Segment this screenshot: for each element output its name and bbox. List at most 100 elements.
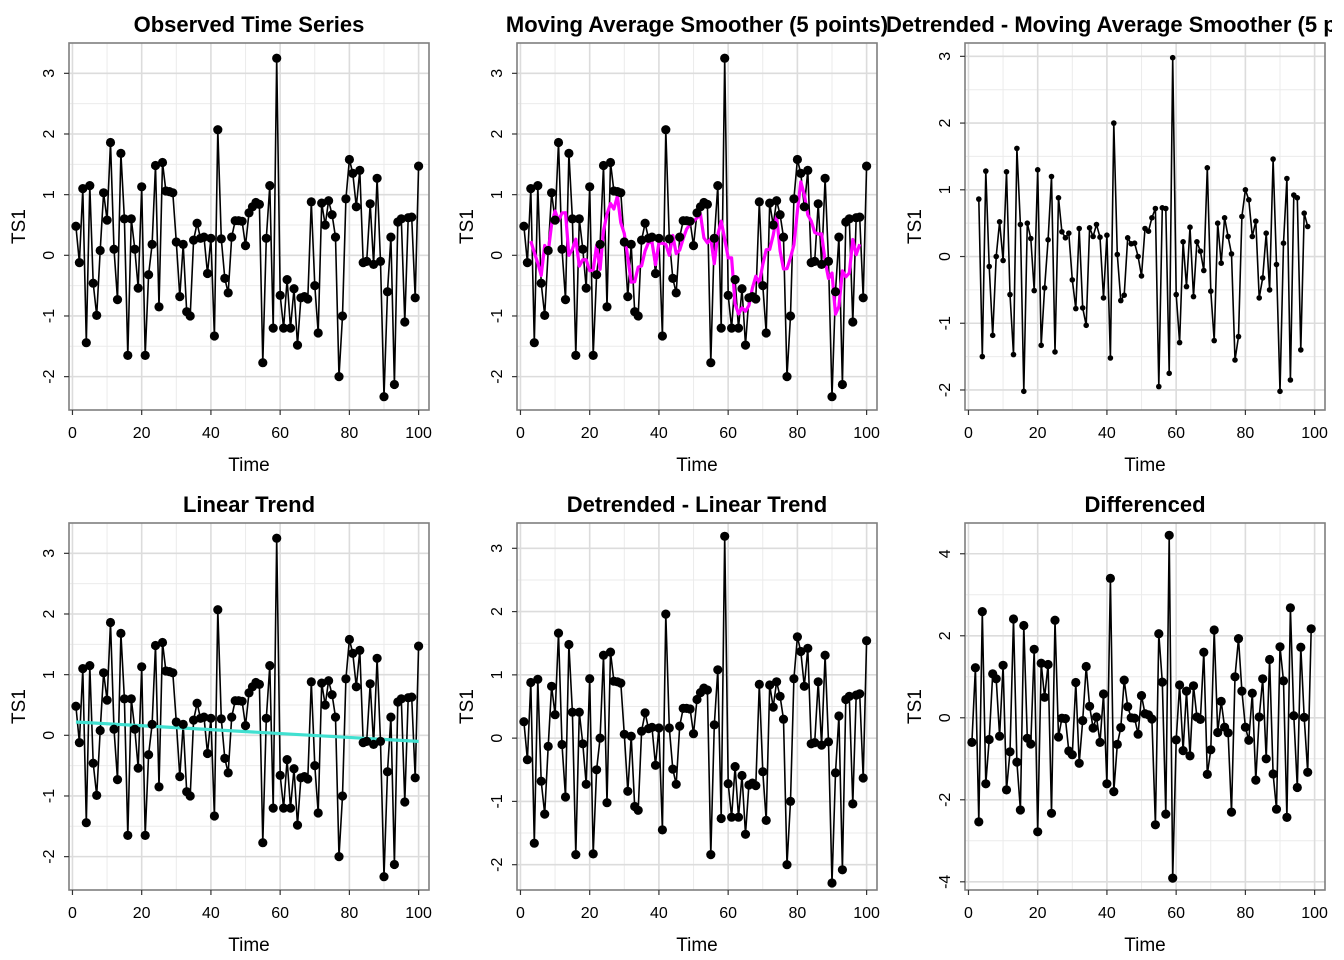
data-point <box>258 838 268 848</box>
data-point <box>147 719 157 730</box>
data-point <box>389 859 399 870</box>
data-point <box>1147 714 1157 724</box>
data-point <box>130 244 140 254</box>
data-point <box>1161 809 1171 819</box>
data-point <box>192 698 202 708</box>
x-tick-label: 80 <box>788 425 806 442</box>
data-point <box>1124 235 1131 241</box>
x-tick-label: 80 <box>340 905 358 922</box>
data-point <box>1221 215 1228 221</box>
y-tick-label: -1 <box>489 794 506 808</box>
data-point <box>564 148 574 158</box>
data-point <box>789 194 799 204</box>
x-tick-label: 20 <box>1029 905 1047 922</box>
data-point <box>654 723 664 733</box>
panel-1: 0 20 40 60 80 100 -2 -1 0 1 2 3 Time TS1 Observed Time… <box>9 12 432 476</box>
data-point <box>1270 156 1276 162</box>
series-line <box>75 58 420 397</box>
data-point <box>1163 205 1169 212</box>
panel-title: Observed Time Series <box>134 12 365 37</box>
x-tick-label: 100 <box>853 905 880 922</box>
data-point <box>761 328 771 338</box>
y-tick-label: -4 <box>937 875 954 889</box>
data-point <box>372 173 382 183</box>
data-point <box>772 196 782 206</box>
x-tick-label: 60 <box>271 905 289 922</box>
data-point <box>223 288 233 298</box>
data-point <box>529 838 539 848</box>
data-point <box>1169 54 1176 61</box>
data-point <box>1237 686 1247 696</box>
data-point <box>557 244 567 254</box>
data-point <box>661 609 671 619</box>
data-point <box>858 773 868 783</box>
data-point <box>1218 260 1224 267</box>
data-point <box>1112 739 1122 750</box>
x-tick-label: 80 <box>1236 425 1254 442</box>
data-point <box>1277 388 1283 395</box>
data-point <box>713 181 723 191</box>
data-point <box>823 256 834 266</box>
data-point <box>685 216 695 226</box>
data-point <box>1095 737 1105 748</box>
data-point <box>1067 750 1077 760</box>
y-tick-label: 0 <box>937 252 954 261</box>
data-point <box>592 765 602 775</box>
data-point <box>1230 672 1240 682</box>
data-point <box>150 160 161 171</box>
data-point <box>522 258 533 268</box>
data-point <box>772 677 782 687</box>
data-point <box>1001 785 1012 795</box>
data-point <box>547 188 557 198</box>
y-tick-label: 1 <box>489 190 506 199</box>
data-point <box>202 748 213 759</box>
y-tick-label: 2 <box>41 129 58 138</box>
data-point <box>536 278 546 288</box>
x-tick-label: 0 <box>68 425 77 442</box>
data-point <box>1123 702 1133 712</box>
y-tick-label: 1 <box>489 670 506 679</box>
data-point <box>1185 751 1195 761</box>
x-tick-label: 0 <box>68 905 77 922</box>
data-point <box>168 188 178 198</box>
data-point <box>375 736 386 747</box>
data-point <box>984 734 994 745</box>
data-point <box>171 237 181 247</box>
data-point <box>407 212 417 222</box>
data-point <box>330 232 341 242</box>
data-point <box>1021 388 1027 395</box>
data-point <box>647 722 657 733</box>
y-axis-title: TS1 <box>9 209 30 244</box>
data-point <box>1088 723 1098 733</box>
x-tick-label: 20 <box>133 425 151 442</box>
data-point <box>716 323 726 333</box>
data-point <box>1247 688 1257 698</box>
data-point <box>313 328 323 338</box>
data-point <box>372 653 382 663</box>
y-tick-label: -2 <box>41 849 58 863</box>
data-point <box>1043 659 1053 670</box>
y-tick-label: -1 <box>41 789 58 803</box>
data-point <box>1031 287 1037 294</box>
data-point <box>272 533 282 543</box>
plot-area <box>519 531 872 888</box>
data-point <box>553 628 564 638</box>
data-point <box>209 811 219 821</box>
data-point <box>112 775 123 785</box>
x-tick-label: 40 <box>650 905 668 922</box>
data-point <box>303 294 313 304</box>
data-point <box>844 691 854 702</box>
data-point <box>623 786 633 796</box>
data-point <box>1118 297 1124 304</box>
data-point <box>240 241 251 251</box>
data-point <box>792 154 803 165</box>
data-point <box>140 350 150 360</box>
data-point <box>88 758 98 768</box>
grid <box>69 43 429 410</box>
data-point <box>688 729 699 739</box>
data-point <box>1104 232 1110 238</box>
data-point <box>99 668 109 678</box>
y-tick-label: 1 <box>41 670 58 679</box>
data-point <box>216 714 226 724</box>
data-point <box>154 782 164 792</box>
